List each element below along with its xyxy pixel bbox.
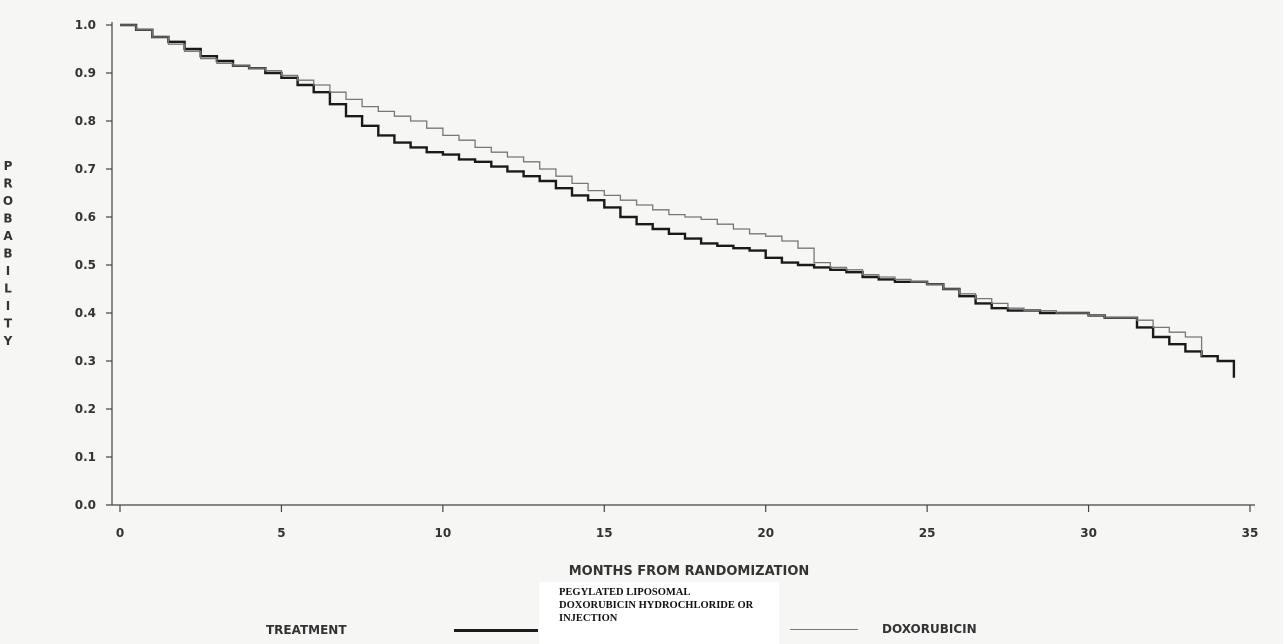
legend-label-box [539, 582, 779, 644]
series-group [120, 23, 1236, 378]
x-tick-label: 35 [1242, 526, 1259, 540]
y-tick-label: 0.5 [75, 258, 96, 272]
x-tick-label: 25 [919, 526, 936, 540]
y-tick-label: 1.0 [75, 18, 96, 32]
x-ticks: 0 5 10 15 20 25 30 35 [116, 505, 1259, 540]
legend-label-pegylated: PEGYLATED LIPOSOMAL DOXORUBICIN HYDROCHL… [559, 587, 754, 624]
y-tick-label: 0.4 [75, 306, 96, 320]
legend-title: TREATMENT [266, 623, 347, 637]
series-line-pegylated [120, 23, 1236, 378]
legend-label-doxorubicin: DOXORUBICIN [882, 622, 977, 636]
y-axis-label-letter: Y [3, 334, 13, 348]
y-tick-label: 0.9 [75, 66, 96, 80]
x-tick-label: 30 [1080, 526, 1097, 540]
y-axis-label-letter: I [6, 299, 10, 313]
y-tick-label: 0.6 [75, 210, 96, 224]
y-axis-label-letter: A [3, 229, 13, 243]
y-axis-label-letter: I [6, 264, 10, 278]
series-line-doxorubicin [120, 24, 1203, 357]
x-tick-label: 0 [116, 526, 124, 540]
legend-swatch-doxorubicin [790, 629, 858, 630]
x-tick-label: 10 [435, 526, 452, 540]
x-tick-label: 15 [596, 526, 613, 540]
y-tick-label: 0.8 [75, 114, 96, 128]
y-ticks: 0.0 0.1 0.2 0.3 0.4 0.5 0.6 0.7 0.8 0.9 1.0 [75, 18, 112, 512]
y-axis-label-letter: L [4, 282, 12, 296]
legend-swatch-pegylated [454, 629, 538, 632]
y-axis-label-letter: B [3, 247, 12, 261]
x-axis-label: MONTHS FROM RANDOMIZATION [569, 564, 810, 579]
y-tick-label: 0.7 [75, 162, 96, 176]
y-tick-label: 0.1 [75, 450, 96, 464]
y-axis-label-letter: P [4, 159, 13, 173]
x-tick-label: 20 [757, 526, 774, 540]
y-tick-label: 0.3 [75, 354, 96, 368]
y-axis-label-letter: T [4, 317, 13, 331]
x-tick-label: 5 [277, 526, 285, 540]
y-tick-label: 0.2 [75, 402, 96, 416]
y-tick-label: 0.0 [75, 498, 96, 512]
axes [111, 22, 1255, 506]
y-axis-label-letter: B [3, 212, 12, 226]
y-axis-label-letter: O [3, 194, 13, 208]
y-axis-label-letter: R [3, 177, 12, 191]
